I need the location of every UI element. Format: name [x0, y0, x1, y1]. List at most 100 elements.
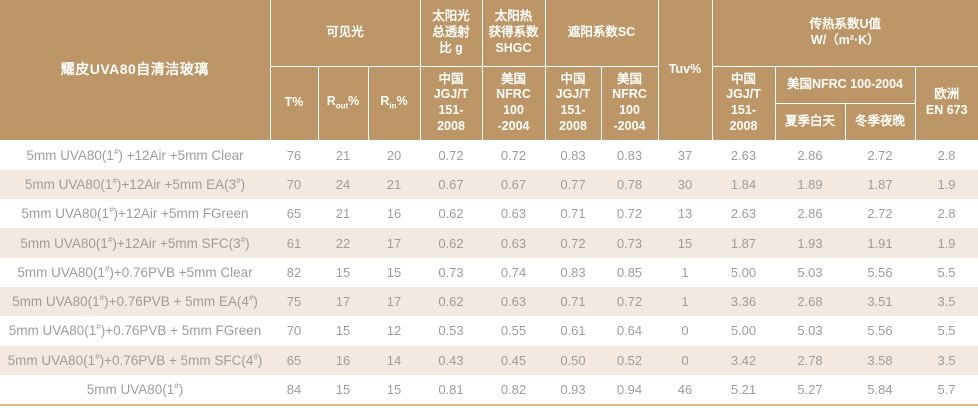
table-row: 5mm UVA80(1#) 84 15 15 0.81 0.82 0.93 0.94 46 5.2… — [0, 374, 978, 405]
value-cell: 5.00 — [730, 264, 757, 280]
value-cell: 82 — [286, 264, 302, 280]
value-cell: 21 — [335, 206, 351, 222]
value-cell: 14 — [386, 352, 402, 368]
value-cell: 15 — [386, 382, 402, 398]
value-cell: 0.77 — [560, 176, 586, 192]
value-cell: 15 — [677, 235, 693, 251]
column-tuv-percent: Tuv% — [657, 0, 713, 141]
value-cell: 0.71 — [560, 294, 586, 310]
table-row: 5mm UVA80(1#) +12Air +5mm Clear 76 21 20 0.7… — [0, 140, 978, 170]
value-cell: 0.72 — [438, 147, 464, 163]
value-cell: 1 — [681, 294, 689, 310]
value-cell: 3.5 — [937, 294, 956, 310]
value-cell: 0.67 — [500, 176, 527, 192]
value-cell: 0.45 — [500, 352, 527, 368]
value-cell: 65 — [286, 206, 302, 222]
value-cell: 76 — [286, 147, 302, 163]
value-cell: 5.56 — [867, 264, 893, 280]
r-out-subscript: out — [335, 101, 349, 111]
value-cell: 5.84 — [867, 382, 893, 398]
value-cell: 65 — [286, 352, 302, 368]
column-group-solar-transmittance-g: 太阳光 总透射 比 g — [419, 0, 483, 67]
value-cell: 3.42 — [730, 352, 757, 368]
column-sc-us-standard: 美国 NFRC 100 -2004 — [600, 65, 659, 141]
r-in-label: R — [380, 94, 390, 109]
value-cell: 12 — [386, 323, 402, 339]
table-row: 5mm UVA80(1#)+0.76PVB + 5mm SFC(4#) 65 16 1… — [0, 345, 978, 375]
value-cell: 3.36 — [730, 294, 757, 310]
value-cell: 0.72 — [500, 147, 527, 163]
value-cell: 0.72 — [616, 294, 643, 310]
column-group-u-value: 传热系数U值 W/（m²·K） — [711, 0, 978, 67]
value-cell: 16 — [335, 352, 351, 368]
value-cell: 0.63 — [500, 206, 527, 222]
value-cell: 5.5 — [937, 264, 956, 280]
value-cell: 0.52 — [616, 352, 643, 368]
value-cell: 0.72 — [616, 206, 643, 222]
value-cell: 0.94 — [616, 382, 643, 398]
value-cell: 0.50 — [560, 352, 586, 368]
value-cell: 0.83 — [616, 147, 643, 163]
value-cell: 1.9 — [937, 235, 956, 251]
value-cell: 5.21 — [730, 382, 757, 398]
value-cell: 0.71 — [560, 206, 586, 222]
row-label: 5mm UVA80(1#)+12Air +5mm EA(3#) — [24, 176, 246, 192]
row-label: 5mm UVA80(1#)+12Air +5mm SFC(3#) — [20, 235, 250, 251]
value-cell: 21 — [386, 176, 402, 192]
value-cell: 2.72 — [867, 147, 893, 163]
value-cell: 2.63 — [730, 206, 757, 222]
row-label: 5mm UVA80(1#) +12Air +5mm Clear — [26, 147, 244, 163]
value-cell: 70 — [286, 323, 302, 339]
value-cell: 0.63 — [500, 294, 527, 310]
value-cell: 2.86 — [797, 206, 823, 222]
value-cell: 24 — [335, 176, 351, 192]
column-summer-day: 夏季白天 — [774, 102, 846, 141]
table-row: 5mm UVA80(1#)+0.76PVB + 5mm FGreen 70 15 12… — [0, 316, 978, 346]
value-cell: 15 — [386, 264, 402, 280]
value-cell: 0.83 — [560, 264, 586, 280]
product-title: 耀皮UVA80自清洁玻璃 — [0, 0, 271, 141]
table-row: 5mm UVA80(1#)+0.76PVB +5mm Clear 82 15 15 0.… — [0, 257, 978, 287]
row-label: 5mm UVA80(1#) — [86, 381, 184, 398]
value-cell: 0.53 — [438, 323, 464, 339]
row-label: 5mm UVA80(1#)+0.76PVB + 5mm SFC(4#) — [7, 352, 263, 368]
value-cell: 61 — [286, 235, 302, 251]
value-cell: 0 — [681, 323, 689, 339]
r-in-subscript: in — [389, 101, 397, 111]
r-out-label: R — [326, 94, 336, 109]
column-r-out-percent: Rout% — [317, 65, 369, 141]
value-cell: 22 — [335, 235, 351, 251]
value-cell: 17 — [386, 294, 402, 310]
value-cell: 5.03 — [797, 323, 823, 339]
value-cell: 2.8 — [937, 147, 956, 163]
value-cell: 0.61 — [560, 323, 586, 339]
row-label: 5mm UVA80(1#)+0.76PVB + 5mm EA(4#) — [12, 293, 258, 310]
column-group-shgc: 太阳热 获得系数 SHGC — [481, 0, 546, 67]
value-cell: 2.78 — [797, 352, 823, 368]
value-cell: 15 — [335, 323, 351, 339]
value-cell: 5.00 — [730, 323, 757, 339]
value-cell: 15 — [335, 264, 351, 280]
value-cell: 5.27 — [797, 382, 823, 398]
column-u-china-standard: 中国 JGJ/T 151- 2008 — [711, 65, 776, 141]
value-cell: 17 — [386, 235, 402, 251]
row-label: 5mm UVA80(1#)+0.76PVB + 5mm FGreen — [8, 322, 262, 339]
column-europe-en673: 欧洲 EN 673 — [914, 65, 978, 141]
value-cell: 2.68 — [797, 294, 823, 310]
r-in-percent-sign: % — [396, 94, 408, 109]
value-cell: 5.5 — [937, 323, 956, 339]
value-cell: 21 — [335, 147, 351, 163]
value-cell: 0.85 — [616, 264, 643, 280]
value-cell: 0.83 — [560, 147, 586, 163]
value-cell: 30 — [677, 176, 693, 192]
value-cell: 0 — [681, 352, 689, 368]
value-cell: 1.89 — [797, 176, 823, 192]
bottom-rule — [0, 404, 978, 407]
column-sc-china-standard: 中国 JGJ/T 151- 2008 — [544, 65, 602, 141]
value-cell: 1.91 — [867, 235, 893, 251]
column-shgc-us-standard: 美国 NFRC 100 -2004 — [481, 65, 546, 141]
value-cell: 13 — [677, 206, 693, 222]
table-row: 5mm UVA80(1#)+0.76PVB + 5mm EA(4#) 75 17 17… — [0, 286, 978, 317]
